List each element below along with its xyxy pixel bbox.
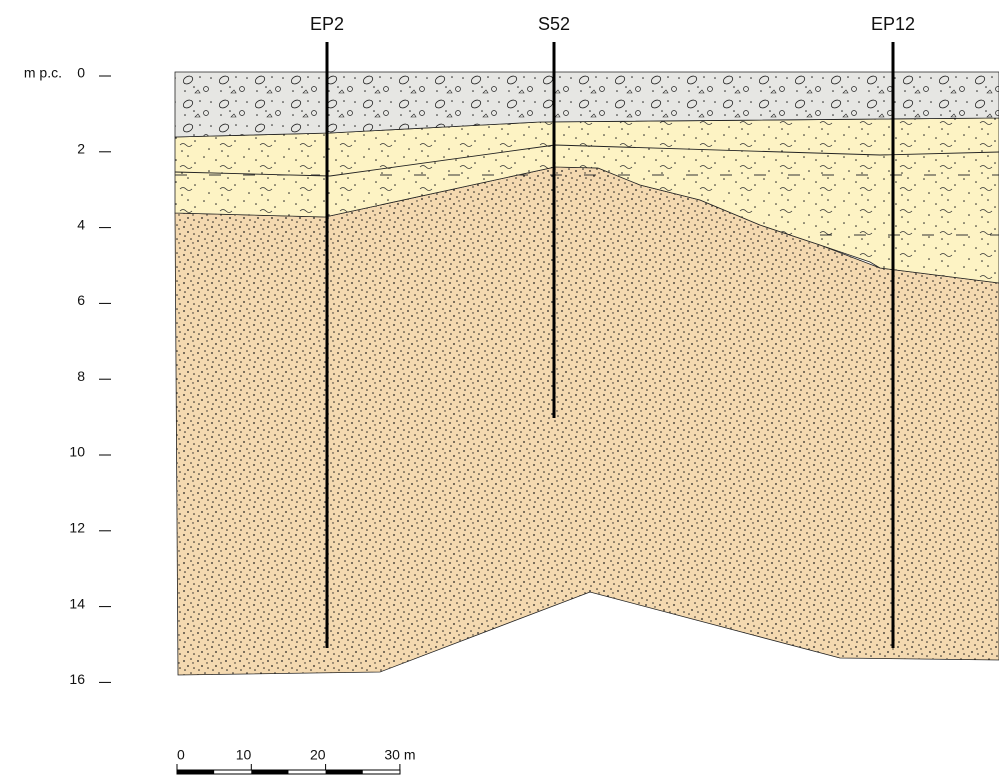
scale-tick-label: 10: [236, 747, 252, 763]
scale-segment: [177, 770, 214, 774]
scale-unit: m: [404, 747, 416, 763]
depth-tick-label: 10: [69, 444, 85, 460]
scale-segment: [251, 770, 288, 774]
depth-unit: m p.c.: [24, 65, 62, 81]
scale-tick-label: 0: [177, 747, 185, 763]
depth-tick-label: 16: [69, 671, 85, 687]
depth-tick-label: 0: [77, 65, 85, 81]
strata: [175, 72, 999, 675]
depth-tick-label: 6: [77, 292, 85, 308]
depth-tick-label: 14: [69, 595, 85, 611]
scale-segment: [326, 770, 363, 774]
borehole-label: S52: [538, 14, 570, 34]
borehole-label: EP12: [871, 14, 915, 34]
depth-tick-label: 4: [77, 216, 85, 232]
scale-tick-label: 30: [384, 747, 400, 763]
scale-tick-label: 20: [310, 747, 326, 763]
borehole-label: EP2: [310, 14, 344, 34]
cross-section: EP2 S52 EP12 m p.c. 0 2 4 6 8 10 12 14 16 0 10 20 30…: [0, 0, 999, 778]
depth-tick-label: 8: [77, 368, 85, 384]
depth-tick-label: 12: [69, 520, 85, 536]
depth-tick-label: 2: [77, 141, 85, 157]
